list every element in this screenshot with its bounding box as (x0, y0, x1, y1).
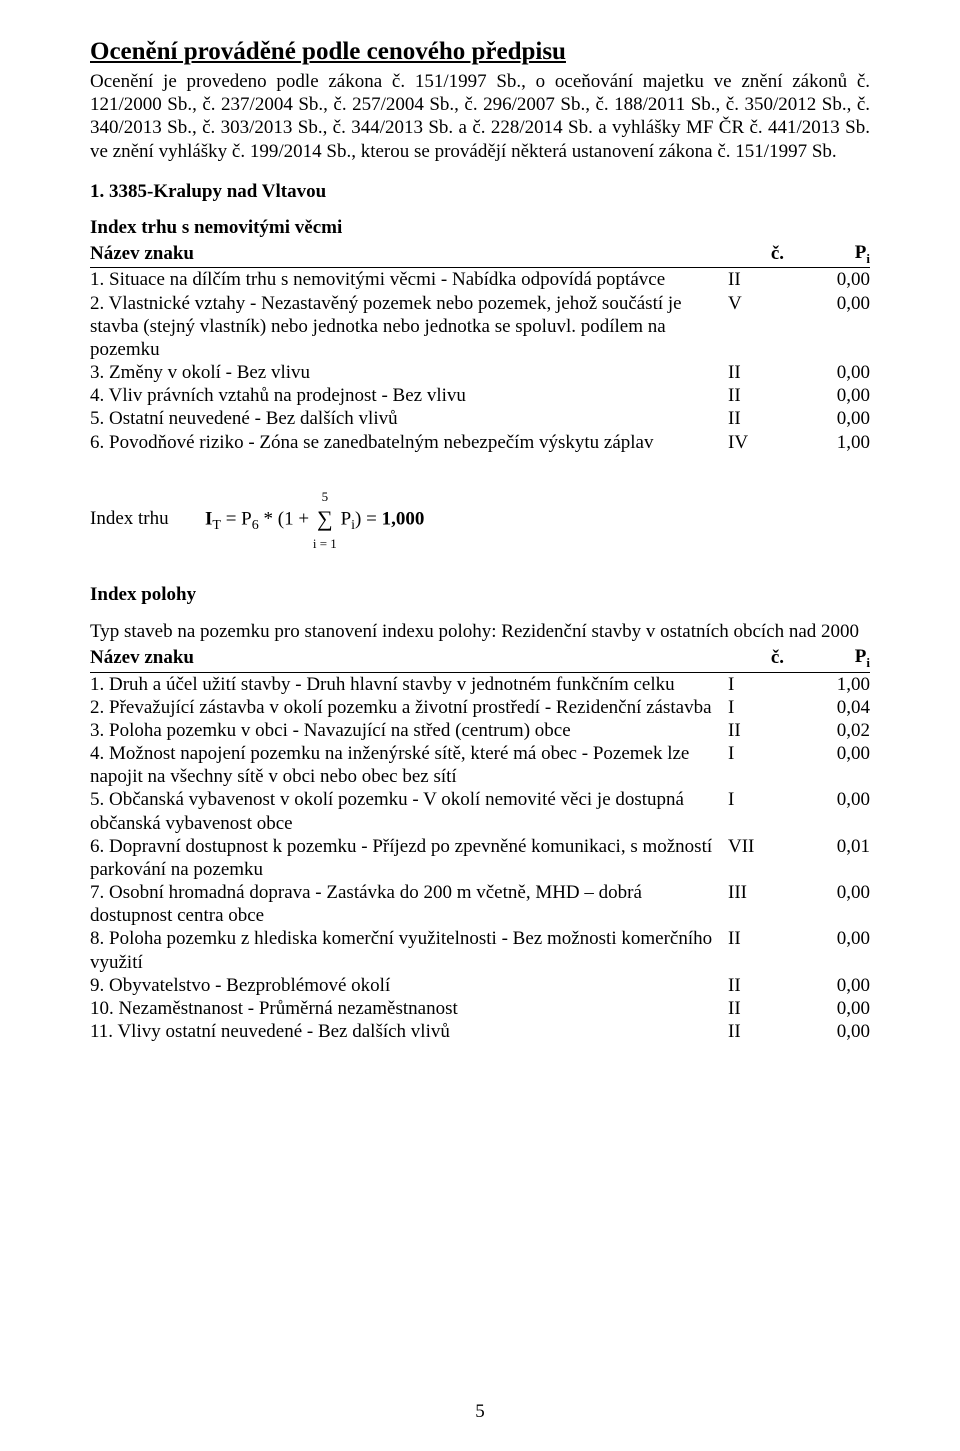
row-text: 7. Osobní hromadná doprava - Zastávka do… (90, 881, 720, 927)
index-trhu-formula: Index trhu IT = P6 * (1 + 5 ∑ i = 1 Pi) … (90, 488, 870, 558)
sigma-bottom: i = 1 (312, 537, 338, 550)
row-text: 2. Vlastnické vztahy - Nezastavěný pozem… (90, 292, 720, 362)
row-text: 3. Změny v okolí - Bez vlivu (90, 361, 720, 384)
index-trhu-table: Název znaku č. Pi 1. Situace na dílčím t… (90, 241, 870, 454)
row-c: II (720, 974, 800, 997)
index-polohy-preamble: Typ staveb na pozemku pro stanovení inde… (90, 620, 870, 643)
row-text: 4. Vliv právních vztahů na prodejnost - … (90, 384, 720, 407)
row-c: II (720, 1020, 800, 1043)
formula-label: Index trhu (90, 508, 169, 530)
col-header-name: Název znaku (90, 241, 720, 268)
row-c: II (720, 997, 800, 1020)
sigma-icon: 5 ∑ i = 1 (316, 508, 334, 532)
index-polohy-table: Název znaku č. Pi 1. Druh a účel užití s… (90, 645, 870, 1043)
row-p: 0,00 (800, 788, 870, 834)
row-c: II (720, 384, 800, 407)
row-c: II (720, 719, 800, 742)
row-text: 6. Dopravní dostupnost k pozemku - Příje… (90, 835, 720, 881)
row-p: 0,00 (800, 881, 870, 927)
col-header-c: č. (720, 645, 800, 672)
row-c: I (720, 696, 800, 719)
table-row: 4. Možnost napojení pozemku na inženýrsk… (90, 742, 870, 788)
col-header-p: Pi (800, 241, 870, 268)
table-row: 9. Obyvatelstvo - Bezproblémové okolí II… (90, 974, 870, 997)
row-c: III (720, 881, 800, 927)
col-header-name: Název znaku (90, 645, 720, 672)
row-p: 0,04 (800, 696, 870, 719)
formula-result: 1,000 (382, 508, 425, 529)
table-row: 1. Druh a účel užití stavby - Druh hlavn… (90, 672, 870, 696)
row-text: 4. Možnost napojení pozemku na inženýrsk… (90, 742, 720, 788)
row-p: 0,01 (800, 835, 870, 881)
row-text: 2. Převažující zástavba v okolí pozemku … (90, 696, 720, 719)
table-row: 4. Vliv právních vztahů na prodejnost - … (90, 384, 870, 407)
page-number: 5 (0, 1401, 960, 1423)
row-text: 3. Poloha pozemku v obci - Navazující na… (90, 719, 720, 742)
sigma-top: 5 (316, 490, 334, 503)
index-polohy-title: Index polohy (90, 584, 870, 606)
table-row: 8. Poloha pozemku z hlediska komerční vy… (90, 927, 870, 973)
row-p: 0,00 (800, 1020, 870, 1043)
row-text: 5. Občanská vybavenost v okolí pozemku -… (90, 788, 720, 834)
row-text: 10. Nezaměstnanost - Průměrná nezaměstna… (90, 997, 720, 1020)
row-text: 11. Vlivy ostatní neuvedené - Bez dalšíc… (90, 1020, 720, 1043)
page-title: Ocenění prováděné podle cenového předpis… (90, 38, 870, 66)
table-row: 11. Vlivy ostatní neuvedené - Bez dalšíc… (90, 1020, 870, 1043)
row-c: II (720, 361, 800, 384)
row-c: II (720, 407, 800, 430)
row-text: 1. Druh a účel užití stavby - Druh hlavn… (90, 672, 720, 696)
table-row: 3. Poloha pozemku v obci - Navazující na… (90, 719, 870, 742)
row-text: 1. Situace na dílčím trhu s nemovitými v… (90, 268, 720, 292)
row-p: 0,00 (800, 997, 870, 1020)
row-p: 0,00 (800, 927, 870, 973)
row-p: 0,00 (800, 361, 870, 384)
table-row: 7. Osobní hromadná doprava - Zastávka do… (90, 881, 870, 927)
row-p: 1,00 (800, 672, 870, 696)
row-c: I (720, 788, 800, 834)
table-row: 5. Občanská vybavenost v okolí pozemku -… (90, 788, 870, 834)
row-c: IV (720, 431, 800, 454)
row-text: 5. Ostatní neuvedené - Bez dalších vlivů (90, 407, 720, 430)
row-p: 0,00 (800, 384, 870, 407)
row-p: 1,00 (800, 431, 870, 454)
table-row: 6. Povodňové riziko - Zóna se zanedbatel… (90, 431, 870, 454)
document-page: Ocenění prováděné podle cenového předpis… (0, 0, 960, 1451)
formula-body: IT = P6 * (1 + 5 ∑ i = 1 Pi) = 1,000 (205, 508, 424, 534)
index-trhu-title: Index trhu s nemovitými věcmi (90, 217, 870, 239)
row-p: 0,00 (800, 292, 870, 362)
table-row: 10. Nezaměstnanost - Průměrná nezaměstna… (90, 997, 870, 1020)
table-row: 2. Převažující zástavba v okolí pozemku … (90, 696, 870, 719)
table-row: 5. Ostatní neuvedené - Bez dalších vlivů… (90, 407, 870, 430)
row-p: 0,00 (800, 268, 870, 292)
table-row: 6. Dopravní dostupnost k pozemku - Příje… (90, 835, 870, 881)
col-header-p: Pi (800, 645, 870, 672)
table-row: 2. Vlastnické vztahy - Nezastavěný pozem… (90, 292, 870, 362)
row-c: II (720, 268, 800, 292)
table-row: 3. Změny v okolí - Bez vlivu II 0,00 (90, 361, 870, 384)
row-text: 8. Poloha pozemku z hlediska komerční vy… (90, 927, 720, 973)
row-p: 0,00 (800, 974, 870, 997)
intro-paragraph: Ocenění je provedeno podle zákona č. 151… (90, 70, 870, 163)
row-c: I (720, 742, 800, 788)
row-text: 9. Obyvatelstvo - Bezproblémové okolí (90, 974, 720, 997)
row-p: 0,00 (800, 407, 870, 430)
row-c: II (720, 927, 800, 973)
row-c: V (720, 292, 800, 362)
row-text: 6. Povodňové riziko - Zóna se zanedbatel… (90, 431, 720, 454)
row-c: I (720, 672, 800, 696)
row-c: VII (720, 835, 800, 881)
section-heading: 1. 3385-Kralupy nad Vltavou (90, 181, 870, 203)
col-header-c: č. (720, 241, 800, 268)
row-p: 0,00 (800, 742, 870, 788)
table-row: 1. Situace na dílčím trhu s nemovitými v… (90, 268, 870, 292)
row-p: 0,02 (800, 719, 870, 742)
